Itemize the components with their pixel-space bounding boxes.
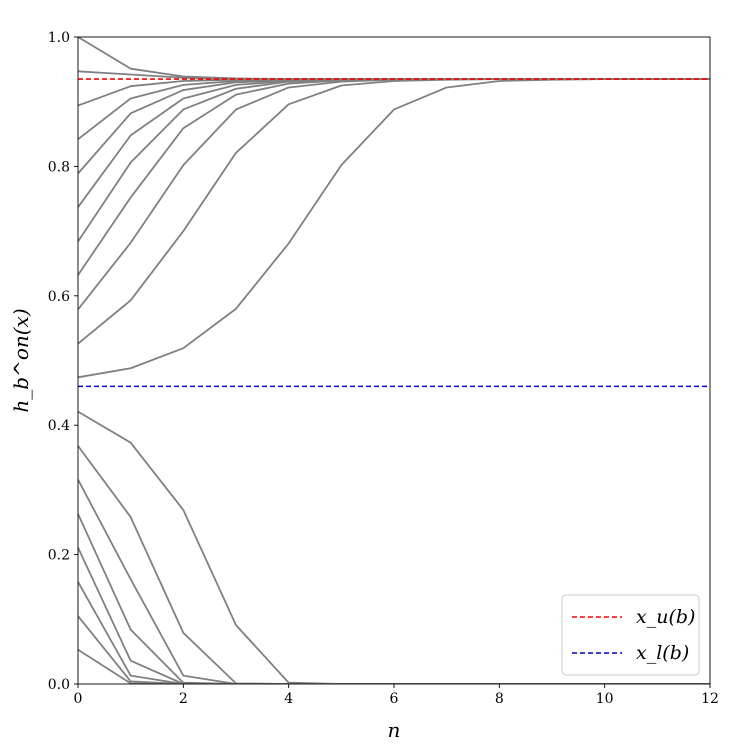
trajectory-line-8 [78,78,710,310]
y-tick-label: 0.6 [48,289,70,305]
x-tick-label: 10 [596,691,614,707]
x-axis-label: n [388,718,401,742]
y-tick-label: 0.2 [48,548,70,564]
trajectory-line-12 [78,445,710,684]
x-tick-label: 0 [74,691,83,707]
y-tick-label: 0.0 [48,677,70,693]
x-tick-label: 6 [390,691,399,707]
trajectory-line-9 [78,78,710,345]
legend-label: x_u(b) [636,606,695,628]
trajectory-line-10 [78,78,710,379]
y-tick-label: 0.4 [48,418,70,434]
y-axis-label: h_b^on(x) [9,308,33,412]
trajectory-line-13 [78,479,710,684]
chart-marks [78,37,710,684]
trajectory-line-4 [78,78,710,175]
y-tick-label: 0.8 [48,159,70,175]
series-group [78,37,710,684]
legend: x_u(b) x_l(b) [561,594,700,676]
plot-frame [77,36,711,685]
y-tick-label: 1.0 [48,30,70,46]
x-tick-label: 12 [701,691,719,707]
y-axis-label-text: h_b^on(x) [9,308,33,412]
legend-box [561,594,700,676]
legend-label: x_l(b) [636,642,689,664]
x-tick-label: 8 [495,691,504,707]
trajectory-line-6 [78,78,710,242]
trajectory-line-0 [78,37,710,80]
x-tick-label: 4 [284,691,293,707]
axis-ticks: 0 2 4 6 8 10 12 0.0 0.2 0.4 0.6 0.8 1.0 [48,30,719,707]
trajectory-line-14 [78,513,710,684]
x-tick-label: 2 [179,691,188,707]
trajectory-line-2 [78,78,710,107]
trajectory-line-11 [78,410,710,684]
